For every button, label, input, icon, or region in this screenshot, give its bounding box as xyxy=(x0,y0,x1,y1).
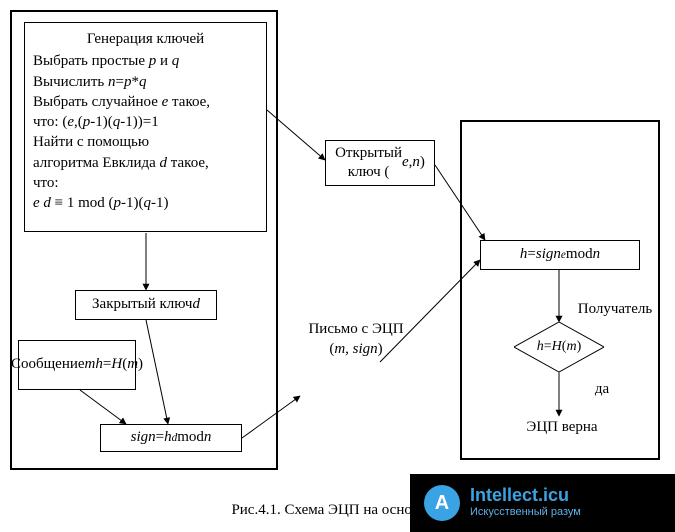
keygen-body: Выбрать простые p и qВычислить n=p*qВыбр… xyxy=(33,51,258,213)
message-box: Сообщение mh=H(m) xyxy=(18,340,136,390)
watermark: A Intellect.icu Искусственный разум xyxy=(410,474,675,532)
sign-box: sign=h d mod n xyxy=(100,424,242,452)
private-key-box: Закрытый ключ d xyxy=(75,290,217,320)
compare-diamond: h=H(m) xyxy=(514,322,604,372)
public-key-box: Открытыйключ (e,n) xyxy=(325,140,435,186)
keygen-title: Генерация ключей xyxy=(33,29,258,49)
watermark-icon: A xyxy=(424,485,460,521)
compare-label: h=H(m) xyxy=(514,322,604,372)
watermark-subtitle: Искусственный разум xyxy=(470,506,581,519)
yes-label: да xyxy=(582,380,622,400)
watermark-title: Intellect.icu xyxy=(470,486,581,504)
valid-label: ЭЦП верна xyxy=(512,418,612,438)
letter-label: Письмо с ЭЦП(m, sign) xyxy=(286,320,426,359)
diagram-canvas: Генерация ключей Выбрать простые p и qВы… xyxy=(0,0,675,532)
keygen-box: Генерация ключей Выбрать простые p и qВы… xyxy=(24,22,267,232)
watermark-symbol: A xyxy=(435,492,449,515)
receiver-container xyxy=(460,120,660,460)
recipient-label: Получатель xyxy=(570,300,660,320)
verify-box: h=sign e mod n xyxy=(480,240,640,270)
